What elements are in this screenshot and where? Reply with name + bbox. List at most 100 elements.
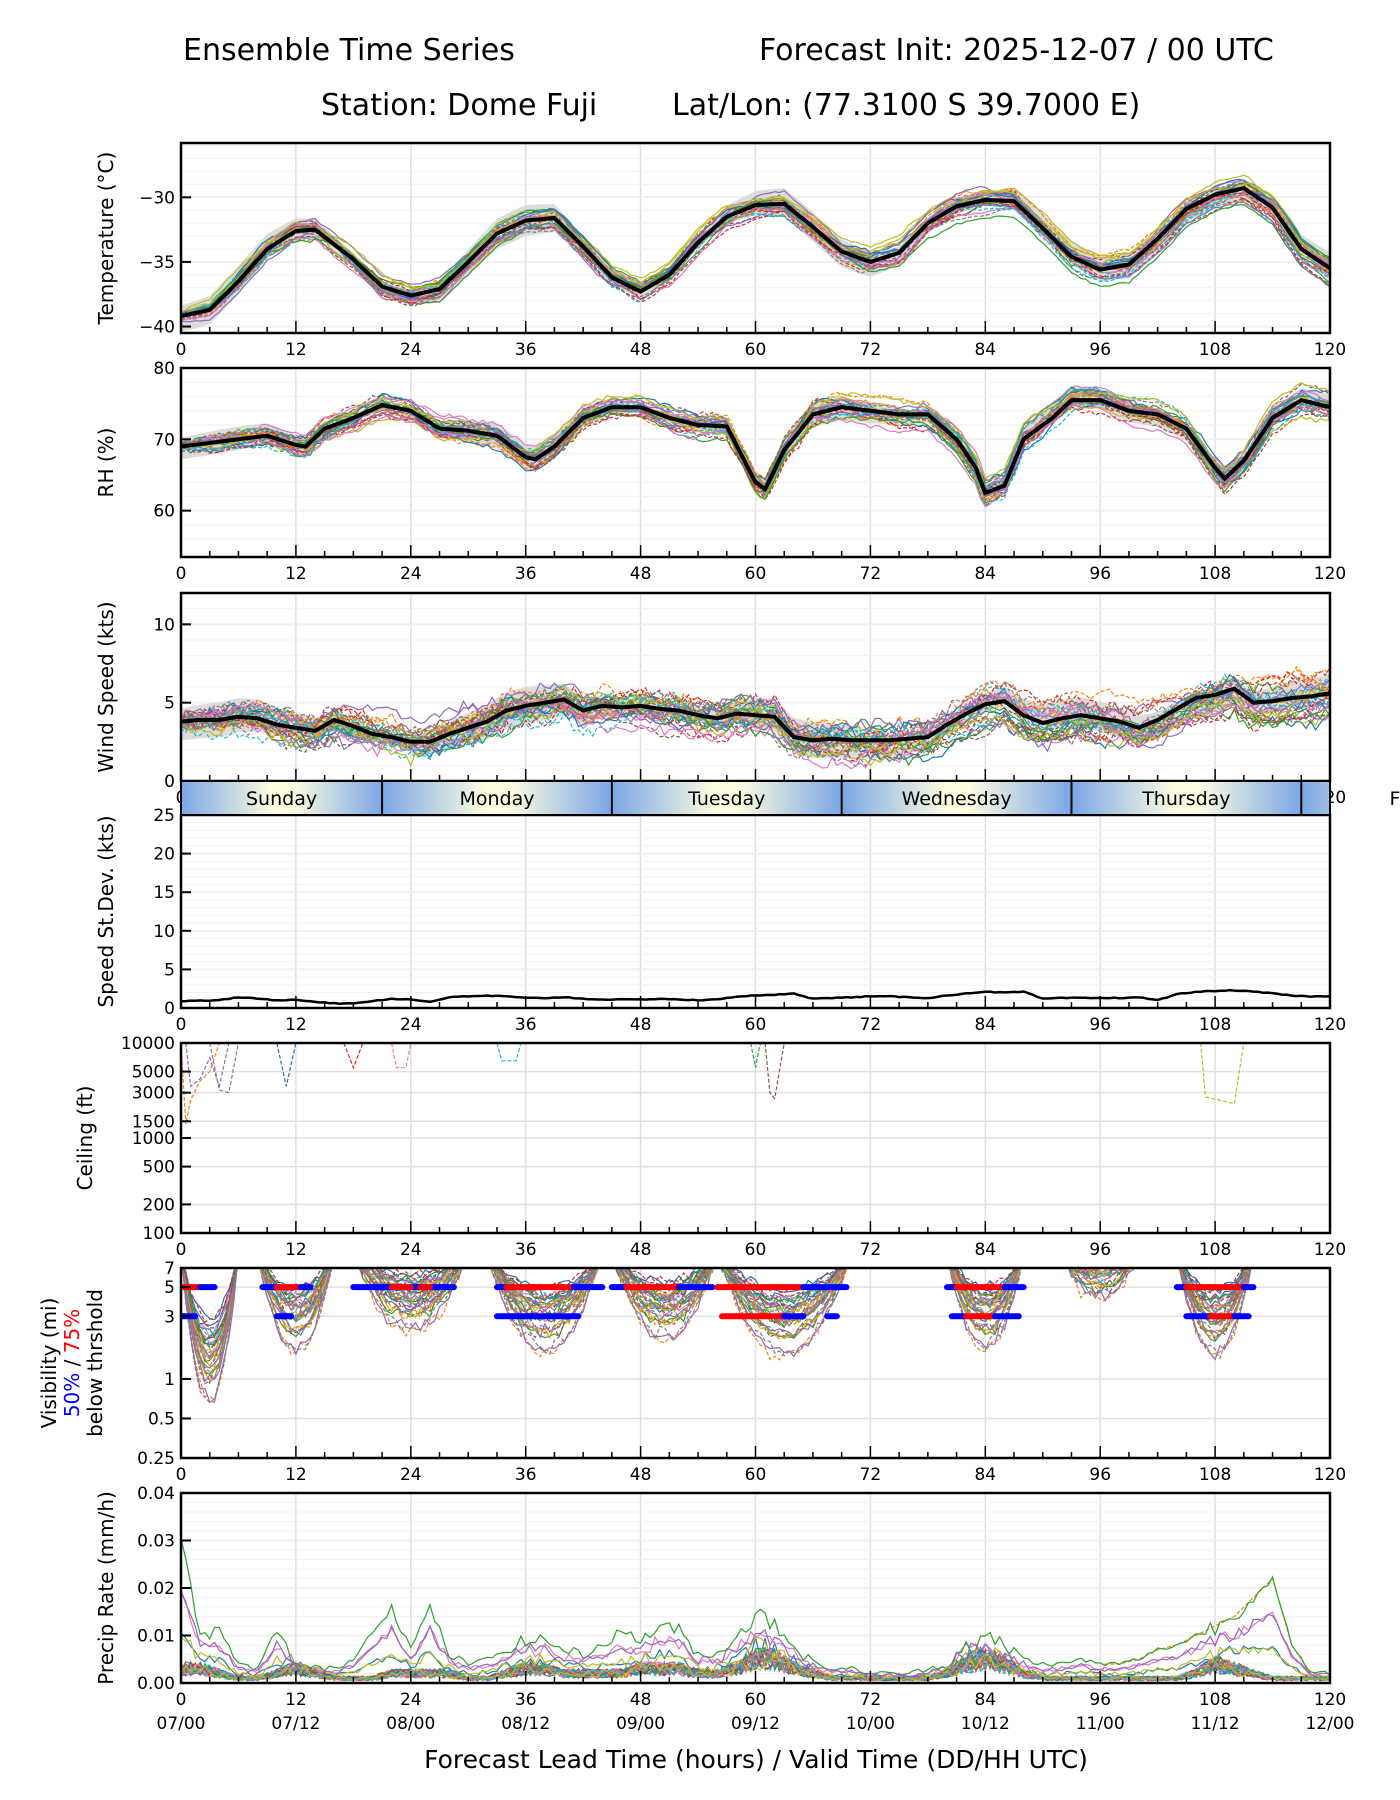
y-tick-label: 3 bbox=[164, 1307, 175, 1327]
visibility-member-line bbox=[182, 1268, 1251, 1373]
y-tick-label: 10 bbox=[153, 922, 175, 942]
series-group bbox=[181, 1538, 1330, 1682]
y-tick-label: 70 bbox=[153, 430, 175, 450]
day-gradient bbox=[181, 781, 383, 815]
ensemble-mean-line bbox=[181, 686, 1330, 744]
valid-time-label: 09/00 bbox=[616, 1714, 665, 1734]
panel-speed-stdev: 0 5 10 15 20 25 0 12 24 36 48 60 72 84 96 108 120 Speed S… bbox=[94, 806, 1346, 1035]
y-tick-label: 100 bbox=[143, 1224, 175, 1244]
y-tick-label: 0.00 bbox=[137, 1674, 175, 1694]
y-tick-label: 10 bbox=[153, 615, 175, 635]
precip-member-line bbox=[181, 1538, 1330, 1677]
y-tick-label: 0.02 bbox=[137, 1579, 175, 1599]
x-tick-label: 48 bbox=[630, 1690, 652, 1710]
y-label-line1: Visibility (mi) bbox=[37, 1298, 61, 1429]
x-tick-label: 120 bbox=[1314, 1690, 1346, 1710]
x-tick-label: 36 bbox=[515, 1690, 537, 1710]
x-tick-label: 0 bbox=[176, 1015, 187, 1035]
valid-time-label: 07/12 bbox=[271, 1714, 320, 1734]
x-tick-label: 60 bbox=[745, 1465, 767, 1485]
y-tick-label: 0 bbox=[164, 772, 175, 792]
x-tick-label: 12 bbox=[285, 1015, 307, 1035]
visibility-member-line bbox=[182, 1268, 1251, 1400]
x-tick-label: 24 bbox=[400, 340, 422, 360]
ensemble-member-line bbox=[181, 174, 1330, 313]
x-tick-label: 84 bbox=[974, 1690, 996, 1710]
y-axis-label: Wind Speed (kts) bbox=[94, 601, 118, 772]
x-tick-label: 0 bbox=[176, 1465, 187, 1485]
y-axis-label: Precip Rate (mm/h) bbox=[94, 1491, 118, 1685]
y-tick-label: 5 bbox=[164, 694, 175, 714]
y-tick-label: 5 bbox=[164, 960, 175, 980]
day-gradient bbox=[611, 781, 842, 815]
y-tick-label: 0 bbox=[164, 999, 175, 1019]
y-tick-label: 0.25 bbox=[137, 1449, 175, 1469]
y-label-line3: below thrshold bbox=[83, 1289, 107, 1437]
y-tick-label: 5 bbox=[164, 1278, 175, 1298]
day-gradient bbox=[1301, 781, 1330, 815]
ensemble-member-line bbox=[181, 187, 1330, 318]
x-tick-label: 60 bbox=[745, 340, 767, 360]
x-tick-label: 120 bbox=[1314, 1240, 1346, 1260]
x-tick-label: 108 bbox=[1199, 564, 1231, 584]
y-tick-label: 0.5 bbox=[148, 1409, 175, 1429]
x-tick-label: 72 bbox=[860, 1690, 882, 1710]
x-tick-label: 36 bbox=[515, 1015, 537, 1035]
ceiling-member-line bbox=[496, 1043, 522, 1062]
y-tick-label: 500 bbox=[143, 1158, 175, 1178]
ensemble-member-line bbox=[181, 382, 1330, 487]
ceiling-member-line bbox=[276, 1043, 297, 1087]
label-sep: / bbox=[60, 1353, 84, 1372]
x-tick-label: 120 bbox=[1314, 340, 1346, 360]
visibility-member-line bbox=[181, 1268, 1252, 1403]
valid-time-label: 11/00 bbox=[1076, 1714, 1125, 1734]
x-tick-label: 48 bbox=[630, 340, 652, 360]
day-label: Tuesday bbox=[687, 788, 765, 810]
stdev-line bbox=[181, 988, 1330, 1005]
x-tick-label: 36 bbox=[515, 340, 537, 360]
day-cell-f: F bbox=[1300, 781, 1400, 815]
x-tick-label: 96 bbox=[1089, 1690, 1111, 1710]
visibility-member-line bbox=[182, 1268, 1249, 1357]
y-tick-label: 60 bbox=[153, 502, 175, 522]
y-tick-label: 5000 bbox=[132, 1063, 175, 1083]
panel-rh: 60 70 80 0 12 24 36 48 60 72 84 96 108 120 RH (%) bbox=[94, 359, 1346, 584]
label-75-percent: 75% bbox=[60, 1309, 84, 1353]
y-axis-label: Temperature (°C) bbox=[94, 152, 118, 326]
valid-time-label: 09/12 bbox=[731, 1714, 780, 1734]
ensemble-mean-line bbox=[181, 186, 1330, 319]
x-tick-label: 72 bbox=[860, 1240, 882, 1260]
station-latlon: Lat/Lon: (77.3100 S 39.7000 E) bbox=[672, 88, 1141, 123]
visibility-member-line bbox=[183, 1268, 1245, 1321]
precip-member-line bbox=[181, 1648, 1330, 1682]
day-cell-wednesday: Wednesday bbox=[840, 781, 1072, 815]
ensemble-member-line bbox=[181, 198, 1330, 319]
panel-temperature: −40 −35 −30 0 12 24 36 48 60 72 84 96 108 120 Temperat… bbox=[94, 141, 1346, 360]
x-tick-label: 84 bbox=[974, 1015, 996, 1035]
day-cell-thursday: Thursday bbox=[1070, 781, 1302, 815]
series-group bbox=[181, 1043, 1245, 1125]
ensemble-member-line bbox=[181, 394, 1330, 503]
series-group bbox=[181, 1268, 1257, 1404]
y-tick-label: 80 bbox=[153, 359, 175, 379]
y-label-line2: 50% / 75% bbox=[60, 1309, 84, 1417]
ensemble-member-line bbox=[181, 678, 1330, 758]
ensemble-member-line bbox=[181, 689, 1330, 753]
x-tick-label: 84 bbox=[974, 1240, 996, 1260]
spread-band bbox=[181, 180, 1330, 332]
x-tick-label: 48 bbox=[630, 564, 652, 584]
day-label: Sunday bbox=[246, 788, 317, 810]
day-gradient bbox=[1071, 781, 1302, 815]
x-tick-label: 0 bbox=[176, 1690, 187, 1710]
valid-time-label: 10/00 bbox=[846, 1714, 895, 1734]
valid-time-label: 11/12 bbox=[1191, 1714, 1240, 1734]
valid-time-label: 12/00 bbox=[1306, 1714, 1355, 1734]
x-tick-label: 108 bbox=[1199, 1240, 1231, 1260]
x-tick-label: 0 bbox=[176, 1240, 187, 1260]
day-band-frame bbox=[180, 780, 1331, 816]
ceiling-member-line bbox=[764, 1043, 785, 1101]
x-tick-label: 120 bbox=[1314, 564, 1346, 584]
y-tick-label: 0.01 bbox=[137, 1627, 175, 1647]
y-tick-label: 7 bbox=[164, 1259, 175, 1279]
